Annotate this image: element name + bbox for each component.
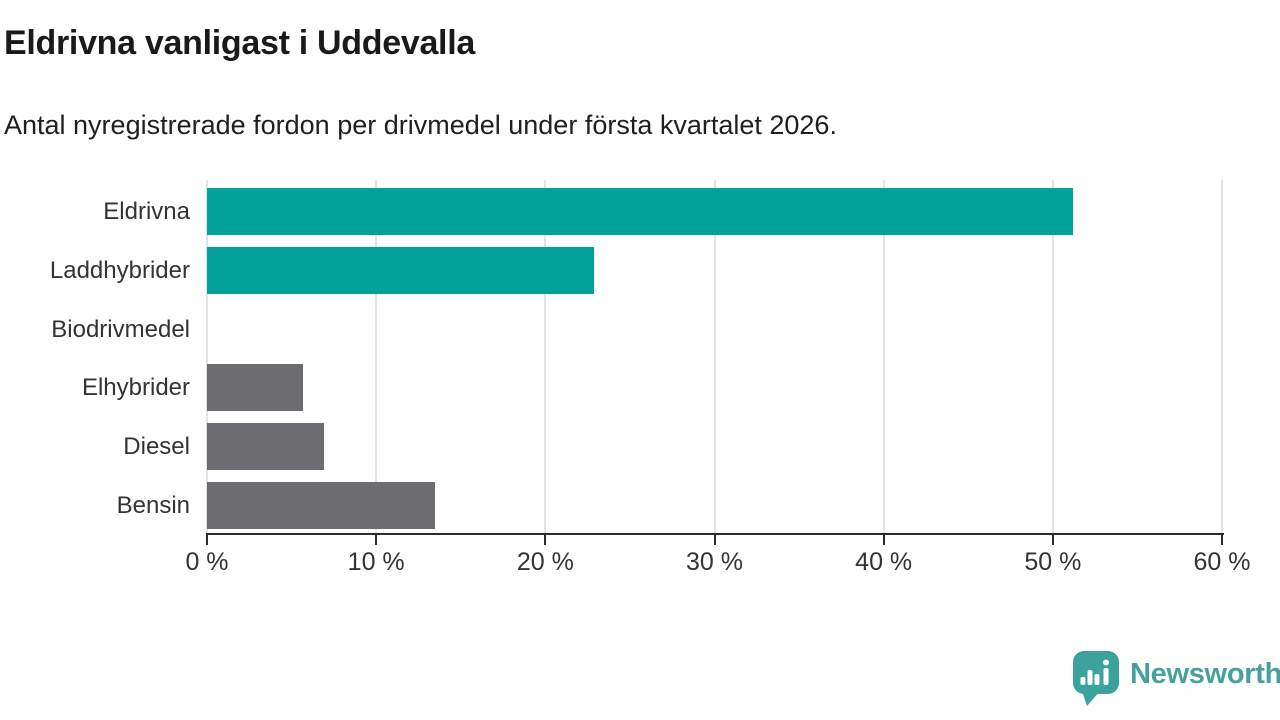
category-label: Elhybrider xyxy=(81,374,190,402)
category-label: Diesel xyxy=(123,433,190,461)
gridline xyxy=(882,180,885,533)
newsworthy-wordmark: Newsworthy xyxy=(1130,658,1280,690)
category-label: Bensin xyxy=(116,492,190,519)
bar-elhybrider xyxy=(207,364,304,412)
bar-laddhybrider xyxy=(207,246,595,294)
gridline xyxy=(1221,180,1223,533)
chart-subtitle: Antal nyregistrerade fordon per drivmede… xyxy=(4,110,837,140)
x-axis-tick xyxy=(206,535,208,545)
gridline xyxy=(1051,180,1054,533)
x-axis-tick-label: 50 % xyxy=(1024,548,1082,576)
bar-bensin xyxy=(207,482,436,529)
x-axis-tick xyxy=(1051,535,1054,545)
bar-eldrivna xyxy=(207,188,1074,235)
x-axis-tick-label: 60 % xyxy=(1193,548,1251,576)
x-axis-tick-label: 30 % xyxy=(686,548,743,576)
x-axis-line xyxy=(206,533,1224,535)
x-axis-tick-label: 20 % xyxy=(516,548,574,576)
chart-title: Eldrivna vanligast i Uddevalla xyxy=(4,24,475,62)
newsworthy-icon xyxy=(1073,651,1119,706)
bar-diesel xyxy=(207,423,324,471)
gridline xyxy=(375,180,378,533)
gridline xyxy=(713,180,716,533)
x-axis-tick xyxy=(375,535,378,545)
gridline xyxy=(206,180,208,533)
gridline xyxy=(544,180,547,533)
category-label: Laddhybrider xyxy=(49,256,190,284)
category-label: Biodrivmedel xyxy=(51,315,190,343)
x-axis-tick-label: 10 % xyxy=(347,548,405,576)
x-axis-tick xyxy=(544,535,547,545)
x-axis-tick xyxy=(713,535,716,545)
x-axis-tick-label: 0 % xyxy=(185,548,229,576)
x-axis-tick xyxy=(882,535,885,545)
x-axis-tick xyxy=(1221,535,1223,545)
x-axis-tick-label: 40 % xyxy=(855,548,913,576)
category-label: Eldrivna xyxy=(103,198,190,225)
newsworthy-logo: Newsworthy xyxy=(1072,650,1280,707)
